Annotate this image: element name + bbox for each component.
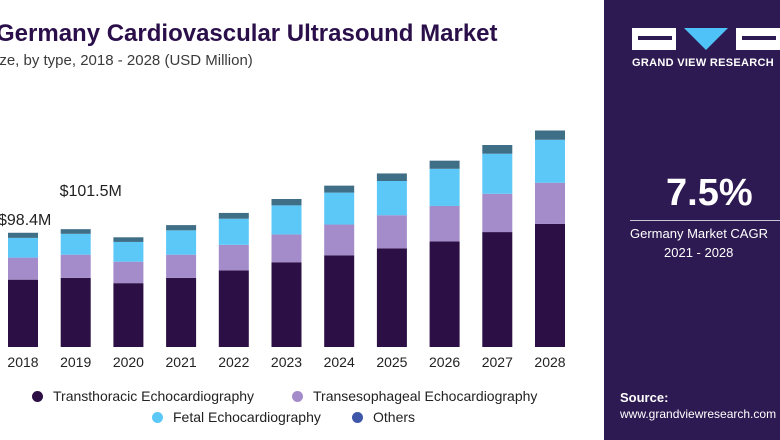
bar-segment-2021-s2 xyxy=(166,230,197,255)
bar-segment-2027-s1 xyxy=(482,193,513,233)
bar-segment-2019-s2 xyxy=(60,233,91,255)
bar-segment-2019-s3 xyxy=(60,229,91,234)
bar-segment-2022-s3 xyxy=(218,212,249,219)
data-label: $101.5M xyxy=(60,183,122,200)
bar-segment-2020-s3 xyxy=(113,237,144,242)
bar-segment-2020-s2 xyxy=(113,241,144,262)
chart-legend: Transthoracic Echocardiography Transesoph… xyxy=(0,384,604,440)
bar-segment-2028-s0 xyxy=(535,223,565,347)
bar-segment-2025-s2 xyxy=(376,180,407,216)
x-tick-label: 2024 xyxy=(324,354,355,370)
source-url[interactable]: www.grandviewresearch.com xyxy=(620,407,777,421)
x-tick-label: 2027 xyxy=(482,354,513,370)
divider xyxy=(630,220,780,221)
bar-segment-2024-s1 xyxy=(324,224,355,256)
x-tick-label: 2022 xyxy=(218,354,249,370)
bar-segment-2022-s2 xyxy=(218,218,249,245)
bar-segment-2019-s1 xyxy=(60,254,91,278)
cagr-period: 2021 - 2028 xyxy=(664,245,734,260)
x-tick-label: 2025 xyxy=(376,354,407,370)
bar-segment-2027-s3 xyxy=(482,145,513,154)
legend-item: Transthoracic Echocardiography xyxy=(32,388,254,404)
legend-label: Transthoracic Echocardiography xyxy=(53,388,255,404)
bar-segment-2026-s1 xyxy=(429,205,460,242)
bar-segment-2026-s2 xyxy=(429,168,460,206)
bar-segment-2024-s3 xyxy=(324,185,355,193)
legend-item: Fetal Echocardiography xyxy=(152,409,321,425)
bar-segment-2028-s1 xyxy=(535,182,565,224)
bar-segment-2023-s2 xyxy=(271,205,302,235)
bar-segment-2025-s0 xyxy=(376,248,407,347)
legend-label: Transesophageal Echocardiography xyxy=(313,388,538,404)
bar-segment-2020-s0 xyxy=(113,283,144,347)
bar-segment-2018-s1 xyxy=(8,257,38,280)
x-tick-label: 2028 xyxy=(534,354,565,370)
bar-segment-2026-s3 xyxy=(429,160,460,169)
bar-segment-2023-s1 xyxy=(271,234,302,263)
chart-subtitle: ize, by type, 2018 - 2028 (USD Million) xyxy=(0,52,253,69)
x-tick-label: 2026 xyxy=(429,354,460,370)
bar-segment-2021-s0 xyxy=(166,277,197,347)
legend-swatch xyxy=(352,411,363,423)
bar-segment-2023-s3 xyxy=(271,198,302,206)
bar-segment-2027-s0 xyxy=(482,232,513,347)
bar-segment-2018-s3 xyxy=(8,232,38,238)
x-tick-label: 2021 xyxy=(166,354,197,370)
data-label: $98.4M xyxy=(0,212,51,229)
bar-segment-2021-s1 xyxy=(166,254,197,278)
legend-item: Others xyxy=(352,409,415,425)
bar-segment-2027-s2 xyxy=(482,153,513,194)
brand-name: GRAND VIEW RESEARCH xyxy=(632,57,774,69)
cagr-value: 7.5% xyxy=(666,172,753,214)
legend-swatch xyxy=(152,411,163,423)
bar-segment-2019-s0 xyxy=(60,277,91,347)
grand-view-research-logo xyxy=(632,28,780,50)
bar-segment-2024-s2 xyxy=(324,192,355,225)
bar-segment-2021-s3 xyxy=(166,225,197,231)
bar-segment-2023-s0 xyxy=(271,262,302,347)
legend-swatch xyxy=(32,390,43,402)
legend-item: Transesophageal Echocardiography xyxy=(292,388,537,404)
bar-segment-2018-s2 xyxy=(8,237,38,258)
legend-label: Others xyxy=(373,409,416,425)
bar-segment-2028-s2 xyxy=(535,139,565,183)
bar-segment-2025-s1 xyxy=(376,215,407,249)
bar-segment-2022-s1 xyxy=(218,244,249,271)
legend-swatch xyxy=(292,390,303,402)
stacked-bar-chart: 2018 2019 2020 2021 2022 2023 2024 2025 2026 2027… xyxy=(0,130,566,370)
x-tick-label: 2019 xyxy=(60,354,91,370)
source-title: Source: xyxy=(620,390,669,405)
bar-segment-2020-s1 xyxy=(113,261,144,284)
cagr-label: Germany Market CAGR xyxy=(630,226,768,241)
legend-label: Fetal Echocardiography xyxy=(173,409,321,425)
x-tick-label: 2023 xyxy=(271,354,302,370)
bar-segment-2022-s0 xyxy=(218,270,249,347)
bar-segment-2026-s0 xyxy=(429,241,460,347)
bar-segment-2024-s0 xyxy=(324,255,355,347)
bar-segment-2025-s3 xyxy=(376,173,407,181)
info-sidebar: GRAND VIEW RESEARCH 7.5% Germany Market … xyxy=(604,0,780,440)
x-tick-label: 2020 xyxy=(113,354,144,370)
chart-title: Germany Cardiovascular Ultrasound Market xyxy=(0,20,498,47)
bar-segment-2028-s3 xyxy=(535,130,565,140)
chart-panel: Germany Cardiovascular Ultrasound Market… xyxy=(0,20,604,440)
bar-segment-2018-s0 xyxy=(8,279,38,347)
x-tick-label: 2018 xyxy=(7,354,38,370)
